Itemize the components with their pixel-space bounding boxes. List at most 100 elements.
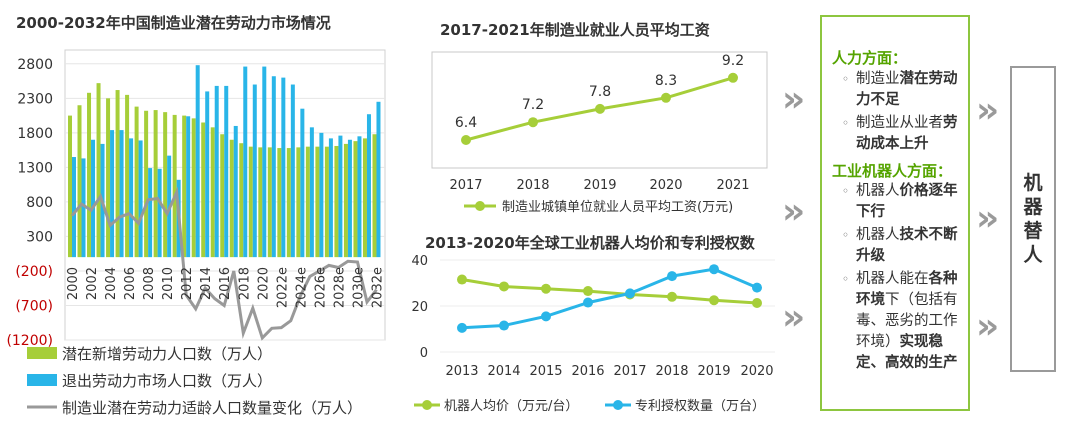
panel-heading-labor: 人力方面： — [832, 49, 908, 67]
bar-exit-labor — [262, 66, 267, 258]
bullet-dot-icon: ◦ — [842, 184, 850, 198]
bar-new-labor — [248, 146, 253, 258]
bar-new-labor — [258, 147, 263, 258]
bar-new-labor — [106, 98, 111, 258]
x-tick-label: 2017 — [613, 364, 646, 379]
bar-new-labor — [334, 145, 339, 258]
point-wage — [461, 135, 471, 145]
bar-exit-labor — [186, 116, 191, 258]
x-tick-label: 2002 — [85, 267, 100, 300]
point-robot-price — [752, 298, 762, 309]
bar-exit-labor — [205, 91, 210, 258]
x-tick-label: 2020 — [649, 178, 682, 193]
y-tick-label: 800 — [26, 195, 53, 211]
bar-exit-labor — [328, 138, 333, 258]
x-tick-label: 2015 — [529, 364, 562, 379]
bar-exit-labor — [129, 138, 134, 258]
bar-exit-labor — [300, 108, 305, 258]
bar-exit-labor — [290, 84, 295, 258]
y-tick-label: 20 — [411, 300, 428, 315]
x-tick-label: 2018 — [655, 364, 688, 379]
point-wage — [661, 92, 671, 103]
bar-exit-labor — [252, 84, 257, 258]
bar-new-labor — [115, 90, 120, 258]
bar-exit-labor — [195, 65, 200, 258]
point-patents — [457, 322, 467, 333]
x-tick-label: 2014 — [199, 267, 214, 300]
x-tick-label: 2020 — [256, 267, 271, 300]
x-tick-label: 2012 — [180, 267, 195, 300]
bar-new-labor — [201, 122, 206, 258]
line-patents — [461, 267, 758, 330]
bar-new-labor — [182, 115, 187, 258]
bar-exit-labor — [376, 101, 381, 258]
y-tick-label: 2800 — [17, 57, 53, 73]
x-tick-label: 2013 — [445, 364, 478, 379]
point-robot-price — [499, 281, 509, 292]
x-tick-label: 2016 — [571, 364, 604, 379]
x-tick-label: 2021 — [716, 178, 749, 193]
legend-swatch — [613, 400, 623, 410]
factors-panel: 人力方面： ◦ 制造业潜在劳动力不足 ◦ 制造业从业者劳动成本上升 工业机器人方… — [820, 15, 970, 411]
panel-bullet: ◦ 机器人能在各种环境下（包括有毒、恶劣的工作环境）实现稳定、高效的生产 — [842, 271, 958, 371]
bar-exit-labor — [357, 136, 362, 258]
data-label: 6.4 — [455, 115, 477, 131]
arrow-icon: » — [976, 306, 1000, 347]
bar-new-labor — [229, 139, 234, 258]
legend-swatch — [422, 400, 432, 410]
y-tick-label: 1300 — [17, 160, 53, 176]
bar-new-labor — [87, 92, 92, 258]
x-tick-label: 2004 — [104, 267, 119, 300]
bar-exit-labor — [271, 76, 276, 258]
y-tick-label: (1200) — [6, 333, 53, 349]
x-tick-label: 2017 — [449, 178, 482, 193]
x-tick-label: 2026e — [313, 267, 328, 308]
chart1-canvas: 2800 2300 1800 1300 800 300 (200) (700) (1200) 20… — [6, 49, 386, 417]
x-tick-label: 2024e — [294, 267, 309, 308]
y-tick-label: 2300 — [17, 91, 53, 107]
point-patents — [499, 320, 509, 331]
arrow-icon: » — [782, 191, 806, 232]
legend-swatch — [27, 374, 57, 386]
bar-exit-labor — [224, 85, 229, 258]
bar-exit-labor — [110, 130, 115, 258]
arrow-icon: » — [782, 79, 806, 120]
bar-new-labor — [77, 105, 82, 258]
panel-heading-robot: 工业机器人方面： — [832, 162, 953, 180]
y-tick-label: (200) — [15, 264, 53, 280]
point-patents — [541, 311, 551, 322]
bar-new-labor — [210, 127, 215, 258]
point-patents — [709, 264, 719, 275]
x-tick-label: 2006 — [123, 267, 138, 300]
bar-new-labor — [163, 112, 168, 258]
bar-new-labor — [239, 143, 244, 258]
x-tick-label: 2022e — [275, 267, 290, 308]
bar-exit-labor — [148, 168, 153, 258]
chart2-title: 2017-2021年制造业就业人员平均工资 — [440, 21, 710, 39]
bar-new-labor — [172, 114, 177, 258]
bar-new-labor — [286, 148, 291, 258]
legend-label: 制造业城镇单位就业人员平均工资(万元) — [502, 200, 733, 215]
bar-exit-labor — [309, 127, 314, 258]
bar-new-labor — [305, 146, 310, 258]
x-tick-label: 2010 — [161, 267, 176, 300]
x-tick-label: 2008 — [142, 267, 157, 300]
bar-new-labor — [277, 148, 282, 258]
bar-exit-labor — [119, 130, 124, 258]
bar-new-labor — [220, 134, 225, 258]
bar-new-labor — [296, 147, 301, 258]
point-robot-price — [583, 286, 593, 297]
x-tick-label: 2016 — [218, 267, 233, 300]
x-tick-label: 2030e — [352, 267, 367, 308]
bar-new-labor — [144, 110, 149, 258]
bar-exit-labor — [71, 157, 76, 258]
bullet-dot-icon: ◦ — [842, 72, 850, 86]
bar-exit-labor — [347, 139, 352, 258]
bar-exit-labor — [319, 132, 324, 258]
line-labor-change — [70, 186, 378, 341]
arrow-icon: » — [976, 198, 1000, 239]
bar-new-labor — [372, 134, 377, 258]
x-tick-label: 2018 — [237, 267, 252, 300]
bar-new-labor — [362, 138, 367, 258]
bar-new-labor — [134, 106, 139, 258]
